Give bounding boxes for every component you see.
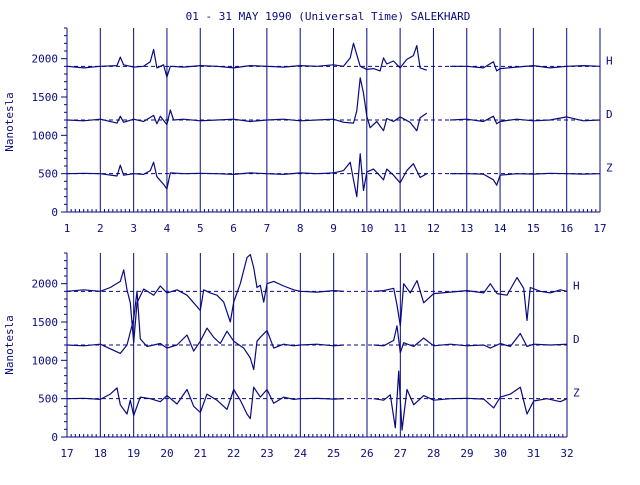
series-line-d bbox=[450, 115, 601, 125]
y-tick-label: 500 bbox=[38, 168, 58, 181]
y-tick-label: 2000 bbox=[32, 278, 59, 291]
y-tick-label: 1000 bbox=[32, 354, 59, 367]
series-line-h bbox=[66, 253, 344, 344]
x-tick-label: 10 bbox=[360, 222, 373, 235]
x-tick-label: 31 bbox=[527, 447, 540, 460]
x-tick-label: 27 bbox=[394, 447, 407, 460]
chart-title: 01 - 31 MAY 1990 (Universal Time) SALEKH… bbox=[186, 10, 471, 23]
x-tick-label: 14 bbox=[493, 222, 507, 235]
y-tick-label: 0 bbox=[51, 431, 58, 444]
series-line-z bbox=[373, 370, 568, 431]
series-label-z: Z bbox=[573, 387, 580, 400]
x-tick-label: 13 bbox=[460, 222, 473, 235]
y-tick-label: 500 bbox=[38, 393, 58, 406]
x-tick-label: 22 bbox=[227, 447, 240, 460]
x-tick-label: 30 bbox=[494, 447, 507, 460]
series-label-z: Z bbox=[606, 162, 613, 175]
y-tick-label: 2000 bbox=[32, 53, 59, 66]
series-line-z bbox=[66, 386, 344, 420]
x-tick-label: 2 bbox=[97, 222, 104, 235]
series-line-h bbox=[66, 42, 427, 78]
x-tick-label: 29 bbox=[460, 447, 473, 460]
x-tick-label: 19 bbox=[127, 447, 140, 460]
x-tick-label: 4 bbox=[164, 222, 171, 235]
x-tick-label: 28 bbox=[427, 447, 440, 460]
series-line-z bbox=[450, 172, 601, 186]
x-tick-label: 23 bbox=[260, 447, 273, 460]
series-label-d: D bbox=[573, 333, 580, 346]
x-tick-label: 12 bbox=[427, 222, 440, 235]
x-tick-label: 8 bbox=[297, 222, 304, 235]
x-tick-label: 32 bbox=[560, 447, 573, 460]
x-tick-label: 9 bbox=[330, 222, 337, 235]
x-tick-label: 15 bbox=[527, 222, 540, 235]
y-tick-label: 1000 bbox=[32, 129, 59, 142]
y-tick-label: 1500 bbox=[32, 91, 59, 104]
series-line-h bbox=[450, 61, 601, 72]
x-tick-label: 21 bbox=[194, 447, 207, 460]
x-tick-label: 16 bbox=[560, 222, 573, 235]
x-tick-label: 5 bbox=[197, 222, 204, 235]
y-tick-label: 1500 bbox=[32, 316, 59, 329]
series-line-d bbox=[66, 77, 428, 132]
x-tick-label: 24 bbox=[294, 447, 308, 460]
x-tick-label: 26 bbox=[360, 447, 373, 460]
series-label-d: D bbox=[606, 108, 613, 121]
series-line-h bbox=[373, 276, 568, 327]
x-tick-label: 20 bbox=[160, 447, 173, 460]
y-axis-label-bottom: Nanotesla bbox=[3, 315, 16, 375]
x-tick-label: 6 bbox=[230, 222, 237, 235]
x-tick-label: 17 bbox=[60, 447, 73, 460]
x-tick-label: 25 bbox=[327, 447, 340, 460]
series-line-d bbox=[66, 290, 344, 371]
x-tick-label: 7 bbox=[264, 222, 271, 235]
x-tick-label: 18 bbox=[94, 447, 107, 460]
x-tick-label: 11 bbox=[394, 222, 407, 235]
x-tick-label: 1 bbox=[64, 222, 71, 235]
series-label-h: H bbox=[573, 279, 580, 292]
series-line-z bbox=[66, 153, 428, 198]
y-axis-label-top: Nanotesla bbox=[3, 92, 16, 152]
x-tick-label: 3 bbox=[130, 222, 137, 235]
series-line-d bbox=[373, 325, 568, 354]
y-tick-label: 0 bbox=[51, 206, 58, 219]
panel-2: 0 500 1000 1500 2000 17 18 19 20 21 22 23 24 25 26 27 28… bbox=[32, 252, 580, 460]
x-tick-label: 17 bbox=[593, 222, 606, 235]
series-label-h: H bbox=[606, 54, 613, 67]
